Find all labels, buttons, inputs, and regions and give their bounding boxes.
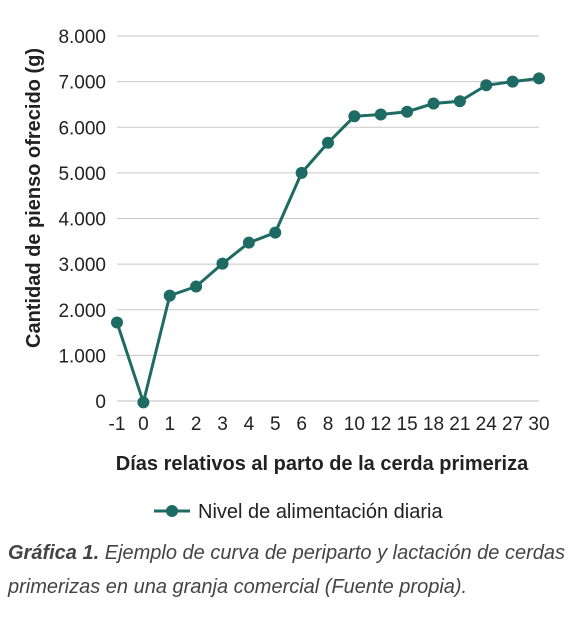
gridlines: [117, 35, 539, 356]
x-tick-label: -1: [109, 414, 126, 435]
x-tick-label: 2: [191, 414, 202, 435]
x-tick-label: 6: [296, 414, 307, 435]
x-tick-label: 27: [502, 414, 523, 435]
y-tick-label: 0: [95, 392, 106, 413]
x-tick-label: 18: [423, 414, 444, 435]
data-point: [269, 226, 282, 239]
data-point: [348, 110, 361, 123]
x-tick-label: 24: [476, 414, 498, 435]
x-tick-label: 5: [270, 414, 281, 435]
y-tick-label: 6.000: [58, 118, 106, 139]
x-tick-label: 8: [323, 414, 334, 435]
y-tick-label: 4.000: [58, 210, 106, 231]
caption-label: Gráfica 1.: [8, 542, 100, 564]
data-point: [216, 257, 229, 270]
data-point: [322, 136, 334, 149]
x-axis-title: Días relativos al parto de la cerda prim…: [116, 453, 529, 475]
x-tick-label: 21: [449, 414, 470, 435]
legend-label: Nivel de alimentación diaria: [198, 501, 443, 523]
data-point: [190, 280, 203, 293]
data-point: [533, 72, 545, 85]
legend-marker: [166, 505, 178, 517]
x-tick-label: 30: [528, 414, 549, 435]
y-tick-label: 8.000: [58, 27, 106, 48]
chart: 0 1.000 2.000 3.000 4.000 5.000 6.000 7.000 8.00…: [23, 27, 550, 523]
caption-text: Ejemplo de curva de periparto y lactació…: [8, 542, 565, 598]
x-tick-label: 1: [164, 414, 175, 435]
y-axis-title: Cantidad de pienso ofrecido (g): [23, 48, 45, 348]
x-tick-label: 4: [244, 414, 255, 435]
data-point: [374, 108, 387, 121]
x-tick-label: 10: [344, 414, 365, 435]
data-point: [427, 97, 440, 110]
data-point: [295, 166, 308, 179]
figure-caption: Gráfica 1. Ejemplo de curva de periparto…: [8, 536, 568, 604]
data-point: [480, 79, 493, 92]
y-tick-labels: 0 1.000 2.000 3.000 4.000 5.000 6.000 7.000 8.00…: [58, 27, 106, 413]
x-tick-label: 3: [217, 414, 228, 435]
data-points: [111, 72, 545, 409]
y-tick-label: 1.000: [58, 346, 106, 367]
data-point: [401, 105, 414, 118]
data-point: [506, 75, 519, 88]
y-tick-label: 7.000: [58, 73, 106, 94]
y-tick-label: 5.000: [58, 164, 106, 185]
data-point: [111, 316, 123, 329]
x-tick-label: 15: [397, 414, 418, 435]
y-tick-label: 2.000: [58, 301, 106, 322]
x-tick-labels: -1 0 1 2 3 4 5 6 8 10 12 15 18 21 24 27 30: [109, 414, 550, 435]
legend: Nivel de alimentación diaria: [154, 501, 443, 523]
y-tick-label: 3.000: [58, 255, 106, 276]
x-tick-label: 12: [370, 414, 391, 435]
data-point: [453, 95, 466, 108]
data-point: [163, 289, 176, 302]
data-point: [137, 396, 150, 409]
data-point: [242, 236, 255, 249]
x-tick-label: 0: [138, 414, 149, 435]
